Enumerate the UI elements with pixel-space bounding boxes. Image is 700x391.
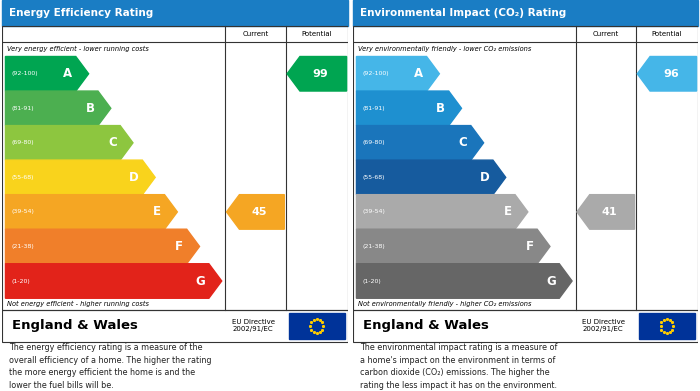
Text: Energy Efficiency Rating: Energy Efficiency Rating [9, 8, 153, 18]
Polygon shape [6, 91, 111, 126]
Text: The environmental impact rating is a measure of
a home's impact on the environme: The environmental impact rating is a mea… [360, 343, 557, 390]
Text: F: F [175, 240, 183, 253]
Text: Not energy efficient - higher running costs: Not energy efficient - higher running co… [7, 301, 149, 307]
Bar [2, 26, 348, 310]
Text: 45: 45 [251, 207, 267, 217]
Text: (69-80): (69-80) [12, 140, 34, 145]
Text: Potential: Potential [302, 31, 332, 37]
Text: (1-20): (1-20) [12, 278, 30, 283]
Text: E: E [153, 205, 161, 219]
Text: EU Directive
2002/91/EC: EU Directive 2002/91/EC [232, 319, 275, 332]
Polygon shape [6, 160, 155, 195]
Text: The energy efficiency rating is a measure of the
overall efficiency of a home. T: The energy efficiency rating is a measur… [9, 343, 211, 390]
Bar [353, 26, 698, 310]
Text: (1-20): (1-20) [363, 278, 382, 283]
Text: 41: 41 [602, 207, 617, 217]
Polygon shape [356, 126, 484, 160]
Text: G: G [546, 274, 556, 287]
Text: (21-38): (21-38) [12, 244, 34, 249]
Text: England & Wales: England & Wales [13, 319, 139, 332]
Text: G: G [196, 274, 205, 287]
Text: C: C [108, 136, 117, 149]
Text: C: C [458, 136, 468, 149]
Polygon shape [356, 91, 461, 126]
Text: Current: Current [593, 31, 619, 37]
Polygon shape [356, 229, 550, 264]
Text: D: D [129, 171, 139, 184]
Text: Very environmentally friendly - lower CO₂ emissions: Very environmentally friendly - lower CO… [358, 46, 531, 52]
Text: 96: 96 [663, 69, 679, 79]
Bar [2, 0, 348, 26]
Text: Very energy efficient - lower running costs: Very energy efficient - lower running co… [7, 46, 149, 52]
Polygon shape [6, 229, 199, 264]
Polygon shape [356, 160, 505, 195]
Text: Environmental Impact (CO₂) Rating: Environmental Impact (CO₂) Rating [360, 8, 566, 18]
Polygon shape [287, 56, 346, 91]
Polygon shape [356, 56, 440, 91]
Bar [289, 313, 344, 339]
Text: (92-100): (92-100) [12, 71, 38, 76]
Polygon shape [637, 56, 696, 91]
Bar [2, 26, 348, 310]
Bar [2, 310, 348, 342]
Polygon shape [356, 195, 528, 229]
Text: (39-54): (39-54) [363, 210, 386, 214]
Bar [639, 313, 694, 339]
Text: (69-80): (69-80) [363, 140, 385, 145]
Bar [353, 310, 698, 342]
Text: D: D [480, 171, 489, 184]
Polygon shape [6, 56, 89, 91]
Text: B: B [436, 102, 445, 115]
Polygon shape [577, 195, 634, 229]
Text: EU Directive
2002/91/EC: EU Directive 2002/91/EC [582, 319, 625, 332]
Text: (55-68): (55-68) [363, 175, 385, 180]
Text: (21-38): (21-38) [363, 244, 386, 249]
Bar [2, 310, 348, 342]
Polygon shape [6, 126, 133, 160]
Text: Current: Current [242, 31, 269, 37]
Bar [353, 26, 698, 310]
Bar [353, 0, 698, 26]
Text: F: F [526, 240, 533, 253]
Polygon shape [6, 195, 177, 229]
Polygon shape [227, 195, 284, 229]
Text: England & Wales: England & Wales [363, 319, 489, 332]
Text: E: E [503, 205, 512, 219]
Text: Potential: Potential [652, 31, 682, 37]
Text: A: A [414, 67, 423, 80]
Text: (92-100): (92-100) [363, 71, 389, 76]
Text: (55-68): (55-68) [12, 175, 34, 180]
Bar [353, 310, 698, 342]
Text: Not environmentally friendly - higher CO₂ emissions: Not environmentally friendly - higher CO… [358, 301, 532, 307]
Text: A: A [63, 67, 72, 80]
Polygon shape [356, 264, 572, 298]
Polygon shape [6, 264, 222, 298]
Text: 99: 99 [313, 69, 328, 79]
Text: (39-54): (39-54) [12, 210, 34, 214]
Text: (81-91): (81-91) [363, 106, 385, 111]
Text: B: B [85, 102, 94, 115]
Text: (81-91): (81-91) [12, 106, 34, 111]
